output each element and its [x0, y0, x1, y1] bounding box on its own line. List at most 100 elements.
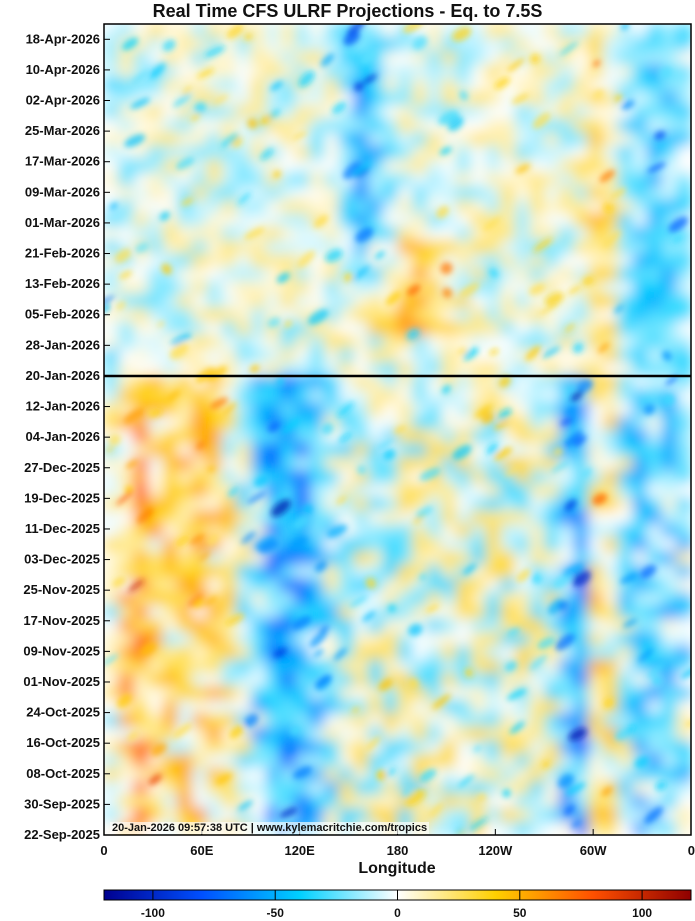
heatmap-cell [470, 564, 487, 580]
heatmap-cell [294, 37, 311, 53]
heatmap-cell [588, 564, 604, 580]
heatmap-cell [602, 132, 619, 147]
heatmap-cell [309, 578, 326, 593]
heatmap-cell [104, 91, 120, 107]
heatmap-streak [247, 118, 258, 129]
heatmap-cell [236, 105, 252, 120]
heatmap-cell [353, 294, 370, 309]
heatmap-cell [426, 415, 443, 431]
heatmap-cell [265, 753, 282, 769]
heatmap-cell [529, 402, 546, 417]
heatmap-cell [206, 226, 223, 242]
heatmap-cell [676, 388, 691, 404]
heatmap-cell [353, 388, 370, 404]
heatmap-cell [558, 361, 575, 377]
heatmap-cell [221, 51, 238, 66]
heatmap-cell [148, 294, 164, 309]
heatmap-cell [632, 186, 648, 201]
heatmap-streak [525, 345, 541, 361]
heatmap-cell [470, 605, 487, 620]
heatmap-cell [676, 415, 691, 431]
heatmap-cell [309, 132, 326, 147]
heatmap-cell [148, 699, 164, 715]
heatmap-streak [127, 731, 139, 742]
heatmap-cell [324, 456, 340, 472]
heatmap-cell [485, 118, 502, 134]
heatmap-cell [456, 253, 472, 269]
heatmap-cell [485, 24, 502, 39]
heatmap-cell [602, 105, 619, 120]
heatmap-cell [338, 280, 355, 296]
heatmap-cell [192, 605, 208, 620]
heatmap-cell [676, 253, 691, 269]
heatmap-cell [617, 172, 634, 188]
heatmap-cell [177, 294, 194, 309]
heatmap-cell [470, 267, 487, 282]
heatmap-streak [339, 432, 352, 443]
heatmap-cell [118, 388, 135, 404]
heatmap-cell [294, 334, 311, 350]
heatmap-cell [294, 429, 311, 445]
heatmap-cell [250, 280, 267, 296]
heatmap-cell [588, 132, 604, 147]
heatmap-cell [236, 699, 252, 715]
heatmap-cell [661, 294, 678, 309]
heatmap-cell [397, 645, 414, 661]
heatmap-cell [250, 578, 267, 593]
heatmap-cell [558, 159, 575, 174]
heatmap-cell [661, 429, 678, 445]
heatmap-cell [382, 361, 399, 377]
heatmap-cell [573, 321, 590, 336]
heatmap-cell [588, 415, 604, 431]
heatmap-cell [338, 456, 355, 472]
heatmap-streak [227, 486, 239, 497]
heatmap-streak [493, 447, 513, 460]
heatmap-cell [338, 632, 355, 647]
heatmap-cell [485, 226, 502, 242]
heatmap-streak [273, 170, 281, 179]
heatmap-cell [573, 497, 590, 512]
heatmap-cell [646, 267, 663, 282]
heatmap-cell [382, 740, 399, 755]
heatmap-cell [353, 118, 370, 134]
heatmap-cell [617, 753, 634, 769]
heatmap-cell [133, 524, 150, 539]
heatmap-cell [632, 807, 648, 823]
heatmap-cell [265, 226, 282, 242]
heatmap-cell [441, 672, 458, 688]
heatmap-streak [292, 131, 308, 140]
heatmap-cell [588, 186, 604, 201]
heatmap-cell [133, 78, 150, 93]
heatmap-cell [617, 105, 634, 120]
heatmap-cell [353, 767, 370, 782]
heatmap-cell [573, 483, 590, 499]
heatmap-cell [514, 794, 531, 809]
heatmap-cell [250, 807, 267, 823]
heatmap-cell [192, 402, 208, 417]
heatmap-cell [412, 118, 428, 134]
heatmap-cell [338, 388, 355, 404]
heatmap-cell [265, 470, 282, 485]
heatmap-cell [529, 375, 546, 390]
heatmap-cell [133, 659, 150, 674]
heatmap-cell [470, 524, 487, 539]
heatmap-cell [397, 213, 414, 228]
heatmap-cell [470, 686, 487, 701]
heatmap-cell [500, 551, 516, 566]
heatmap-cell [412, 91, 428, 107]
heatmap-cell [632, 699, 648, 715]
heatmap-cell [265, 280, 282, 296]
heatmap-cell [294, 186, 311, 201]
heatmap-streak [270, 81, 284, 91]
heatmap-cell [632, 132, 648, 147]
heatmap-cell [588, 105, 604, 120]
heatmap-cell [162, 429, 179, 445]
heatmap-cell [324, 564, 340, 580]
heatmap-cell [573, 37, 590, 53]
heatmap-cell [544, 280, 560, 296]
heatmap-cell [309, 726, 326, 742]
heatmap-cell [661, 645, 678, 661]
heatmap-cell [617, 145, 634, 161]
heatmap-cell [397, 348, 414, 363]
heatmap-streak [291, 616, 312, 630]
